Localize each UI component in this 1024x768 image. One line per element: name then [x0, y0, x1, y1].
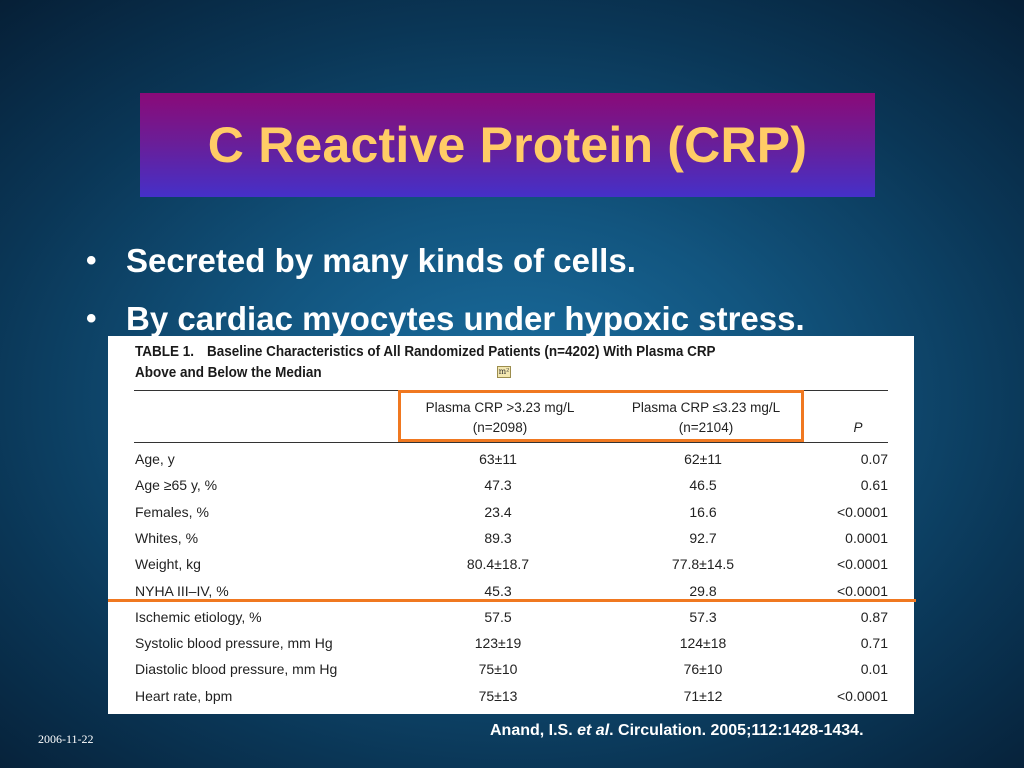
crp-high-value: 75±10 — [478, 661, 518, 678]
p-value: <0.0001 — [837, 582, 888, 599]
table-caption-line2: Above and Below the Median — [135, 365, 322, 381]
header-crp-low: Plasma CRP ≤3.23 mg/L (n=2104) — [606, 398, 806, 438]
slide-title: C Reactive Protein (CRP) — [207, 117, 808, 173]
crp-high-value: 23.4 — [484, 503, 512, 520]
header-crp-low-line1: Plasma CRP ≤3.23 mg/L — [631, 400, 781, 415]
p-value: 0.71 — [860, 635, 888, 652]
table-caption-line1: Baseline Characteristics of All Randomiz… — [206, 344, 716, 360]
table-row: Diastolic blood pressure, mm Hg 75±10 76±1… — [108, 656, 914, 682]
citation-etal: et al — [577, 722, 610, 739]
crp-high-value: 80.4±18.7 — [466, 556, 530, 573]
p-value: <0.0001 — [837, 687, 888, 704]
crp-low-value: 62±11 — [684, 451, 722, 467]
citation-author: Anand, I.S. — [490, 722, 573, 739]
crp-high-value: 47.3 — [484, 477, 512, 494]
row-label: Age ≥65 y, % — [135, 477, 218, 494]
table-row: Females, % 23.4 16.6 <0.0001 — [108, 499, 914, 525]
crp-low-value: 16.6 — [689, 503, 717, 520]
p-value: 0.07 — [860, 451, 888, 467]
table-caption: TABLE 1. Baseline Characteristics of All … — [135, 342, 842, 384]
header-bottom-rule — [134, 442, 888, 443]
table-row: Heart rate, bpm 75±13 71±12 <0.0001 — [108, 683, 914, 709]
p-value: 0.61 — [860, 477, 888, 494]
table-row: Ischemic etiology, % 57.5 57.3 0.87 — [108, 604, 914, 630]
row-highlight-line — [108, 599, 916, 602]
crp-high-value: 63±11 — [479, 451, 517, 467]
note-badge-icon: m² — [497, 366, 511, 378]
crp-high-value: 75±13 — [478, 687, 518, 704]
bullet-text: Secreted by many kinds of cells. — [126, 242, 636, 279]
p-value: 0.0001 — [845, 529, 888, 546]
row-label: Age, y — [135, 451, 175, 467]
table-image: TABLE 1. Baseline Characteristics of All … — [108, 336, 914, 714]
slide-date: 2006-11-22 — [38, 732, 94, 746]
header-crp-high: Plasma CRP >3.23 mg/L (n=2098) — [392, 398, 608, 438]
row-label: Systolic blood pressure, mm Hg — [135, 635, 333, 652]
crp-low-value: 77.8±14.5 — [671, 556, 735, 573]
table-row: Whites, % 89.3 92.7 0.0001 — [108, 525, 914, 551]
row-label: NYHA III–IV, % — [135, 582, 229, 599]
p-value: 0.01 — [860, 661, 888, 678]
table-row: Systolic blood pressure, mm Hg 123±19 124±… — [108, 630, 914, 656]
row-label: Diastolic blood pressure, mm Hg — [135, 661, 338, 678]
crp-low-value: 57.3 — [689, 608, 717, 625]
bullet-text: By cardiac myocytes under hypoxic stress… — [126, 300, 805, 337]
crp-low-value: 124±18 — [679, 635, 727, 652]
header-crp-low-line2: (n=2104) — [678, 420, 734, 435]
p-value: <0.0001 — [837, 556, 888, 573]
crp-low-value: 46.5 — [689, 477, 717, 494]
table-row: NYHA III–IV, % 45.3 29.8 <0.0001 — [108, 578, 914, 604]
row-label: Weight, kg — [135, 556, 201, 573]
crp-high-value: 123±19 — [474, 635, 522, 652]
bullet-item: • Secreted by many kinds of cells. — [84, 232, 805, 290]
bullet-dot-icon: • — [86, 302, 97, 335]
table-row: Weight, kg 80.4±18.7 77.8±14.5 <0.0001 — [108, 551, 914, 577]
row-label: Females, % — [135, 503, 209, 520]
citation-source: . Circulation. 2005;112:1428-1434. — [609, 722, 864, 739]
bullet-item: • By cardiac myocytes under hypoxic stre… — [84, 290, 805, 348]
row-label: Heart rate, bpm — [135, 687, 233, 704]
citation: Anand, I.S. et al. Circulation. 2005;112… — [490, 722, 864, 740]
crp-low-value: 76±10 — [683, 661, 723, 678]
row-label: Ischemic etiology, % — [135, 608, 262, 625]
table-caption-label: TABLE 1. — [135, 344, 194, 360]
crp-low-value: 71±12 — [683, 687, 723, 704]
bullet-list: • Secreted by many kinds of cells. • By … — [84, 232, 805, 348]
crp-low-value: 92.7 — [689, 529, 717, 546]
row-label: Whites, % — [135, 529, 199, 546]
header-crp-high-line2: (n=2098) — [472, 420, 528, 435]
header-crp-high-line1: Plasma CRP >3.23 mg/L — [425, 400, 575, 415]
bullet-dot-icon: • — [86, 244, 97, 277]
crp-high-value: 89.3 — [484, 529, 512, 546]
crp-low-value: 29.8 — [689, 582, 717, 599]
p-value: 0.87 — [860, 608, 888, 625]
crp-high-value: 57.5 — [484, 608, 512, 625]
title-box: C Reactive Protein (CRP) — [140, 93, 875, 197]
crp-high-value: 45.3 — [484, 582, 512, 599]
table-row: Age, y 63±11 62±11 0.07 — [108, 446, 914, 472]
header-p: P — [853, 420, 863, 435]
header-highlight-box — [398, 390, 804, 442]
table-row: Age ≥65 y, % 47.3 46.5 0.61 — [108, 472, 914, 498]
p-value: <0.0001 — [837, 503, 888, 520]
